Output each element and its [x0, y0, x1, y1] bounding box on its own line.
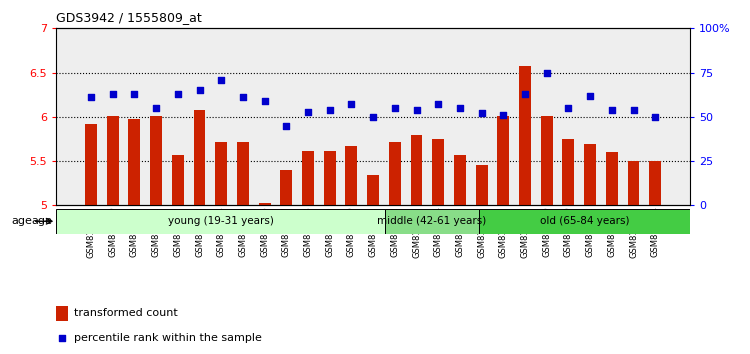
- Bar: [237, 142, 249, 205]
- Bar: [584, 144, 596, 205]
- Bar: [454, 155, 466, 205]
- Bar: [302, 152, 314, 205]
- Bar: [628, 161, 640, 205]
- Point: [541, 70, 553, 75]
- Point: [368, 114, 379, 120]
- Bar: [519, 67, 531, 205]
- Point: [280, 123, 292, 129]
- Bar: [150, 116, 162, 205]
- Bar: [128, 120, 140, 205]
- Bar: [368, 175, 379, 205]
- Bar: [388, 142, 400, 205]
- Bar: [106, 116, 118, 205]
- Point: [650, 114, 662, 120]
- Point: [562, 105, 574, 111]
- Text: GDS3942 / 1555809_at: GDS3942 / 1555809_at: [56, 11, 202, 24]
- Point: [346, 102, 358, 107]
- Bar: [476, 166, 488, 205]
- Point: [410, 107, 422, 113]
- Point: [237, 95, 249, 100]
- Bar: [85, 124, 97, 205]
- Point: [172, 91, 184, 97]
- Point: [454, 105, 466, 111]
- Bar: [194, 110, 206, 205]
- Bar: [280, 170, 292, 205]
- Text: age: age: [32, 216, 53, 226]
- Point: [194, 87, 206, 93]
- Bar: [346, 146, 358, 205]
- Bar: [497, 116, 509, 205]
- Bar: [215, 142, 227, 205]
- Bar: [172, 155, 184, 205]
- Bar: [385, 209, 478, 234]
- Point: [56, 335, 68, 341]
- Text: age: age: [12, 216, 32, 226]
- Point: [497, 112, 509, 118]
- Point: [388, 105, 400, 111]
- Bar: [259, 202, 271, 205]
- Point: [519, 91, 531, 97]
- Point: [606, 107, 618, 113]
- Point: [215, 77, 227, 82]
- Text: percentile rank within the sample: percentile rank within the sample: [74, 333, 262, 343]
- Bar: [56, 306, 68, 321]
- Bar: [562, 139, 574, 205]
- Text: transformed count: transformed count: [74, 308, 178, 318]
- Bar: [324, 152, 336, 205]
- Point: [259, 98, 271, 104]
- Point: [302, 109, 314, 114]
- Bar: [56, 209, 385, 234]
- Point: [128, 91, 140, 97]
- Bar: [541, 116, 553, 205]
- Bar: [432, 139, 444, 205]
- Text: young (19-31 years): young (19-31 years): [167, 216, 274, 226]
- Point: [85, 95, 97, 100]
- Text: old (65-84 years): old (65-84 years): [540, 216, 629, 226]
- Bar: [606, 152, 618, 205]
- Point: [476, 110, 488, 116]
- Point: [150, 105, 162, 111]
- Bar: [410, 135, 422, 205]
- Point: [432, 102, 444, 107]
- Point: [584, 93, 596, 98]
- Point: [628, 107, 640, 113]
- Point: [324, 107, 336, 113]
- Bar: [650, 161, 662, 205]
- Text: middle (42-61 years): middle (42-61 years): [377, 216, 487, 226]
- Bar: [478, 209, 690, 234]
- Point: [106, 91, 118, 97]
